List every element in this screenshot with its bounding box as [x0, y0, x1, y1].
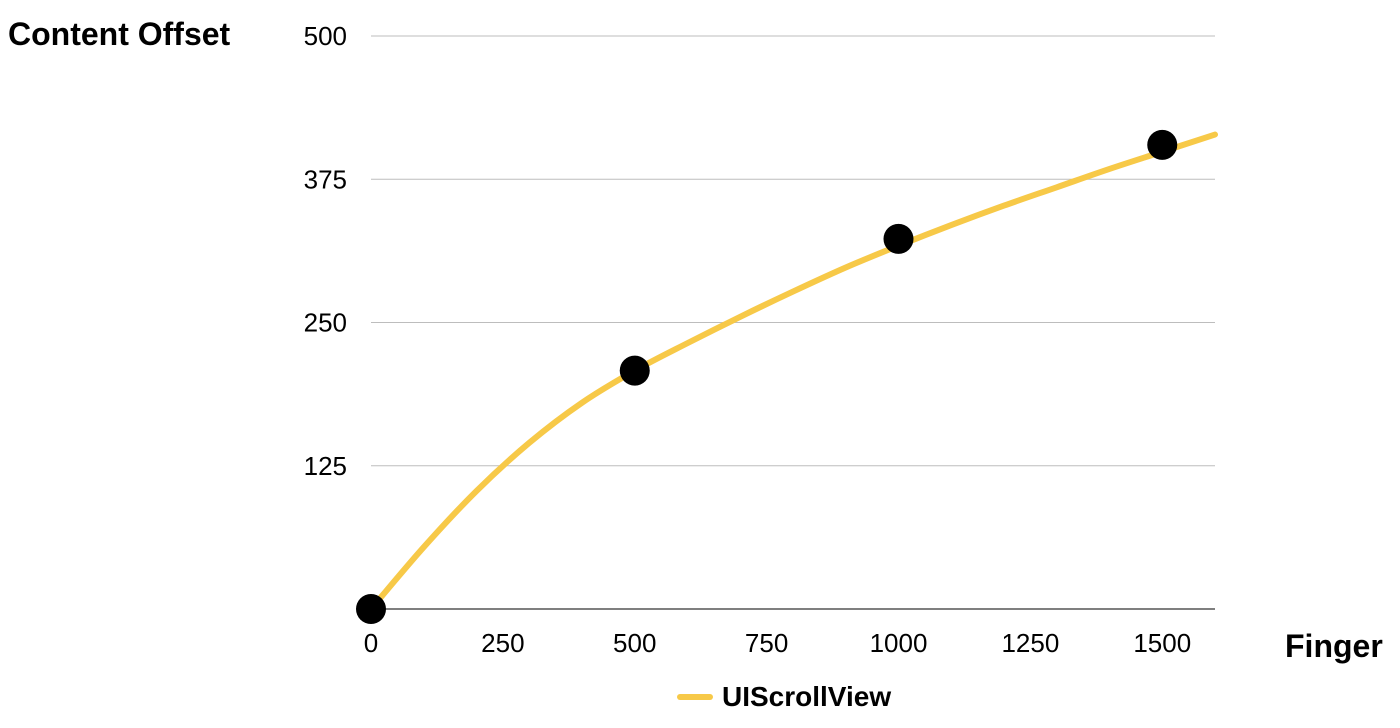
series-lines — [368, 131, 1218, 612]
data-point — [883, 223, 914, 254]
legend: UIScrollView — [677, 681, 891, 712]
y-tick-label: 375 — [304, 164, 347, 194]
x-axis-label: Finger — [1285, 628, 1383, 664]
y-tick-labels: 125 250 375 500 — [304, 21, 347, 481]
data-point — [619, 355, 650, 386]
data-point — [356, 594, 386, 624]
x-tick-labels: 0 250 500 750 1000 1250 1500 — [364, 628, 1191, 658]
legend-label: UIScrollView — [722, 681, 891, 712]
x-tick-label: 500 — [613, 628, 656, 658]
x-tick-label: 1250 — [1001, 628, 1059, 658]
x-tick-label: 750 — [745, 628, 788, 658]
data-points — [356, 129, 1178, 624]
grid-lines — [371, 35, 1215, 467]
series-line-uiscrollview — [368, 131, 1218, 612]
y-tick-label: 500 — [304, 21, 347, 51]
y-tick-label: 125 — [304, 451, 347, 481]
x-tick-label: 250 — [481, 628, 524, 658]
x-tick-label: 1500 — [1133, 628, 1191, 658]
y-tick-label: 250 — [304, 308, 347, 338]
data-point — [1147, 129, 1178, 160]
y-axis-label: Content Offset — [8, 16, 231, 52]
x-tick-label: 0 — [364, 628, 378, 658]
x-tick-label: 1000 — [870, 628, 928, 658]
